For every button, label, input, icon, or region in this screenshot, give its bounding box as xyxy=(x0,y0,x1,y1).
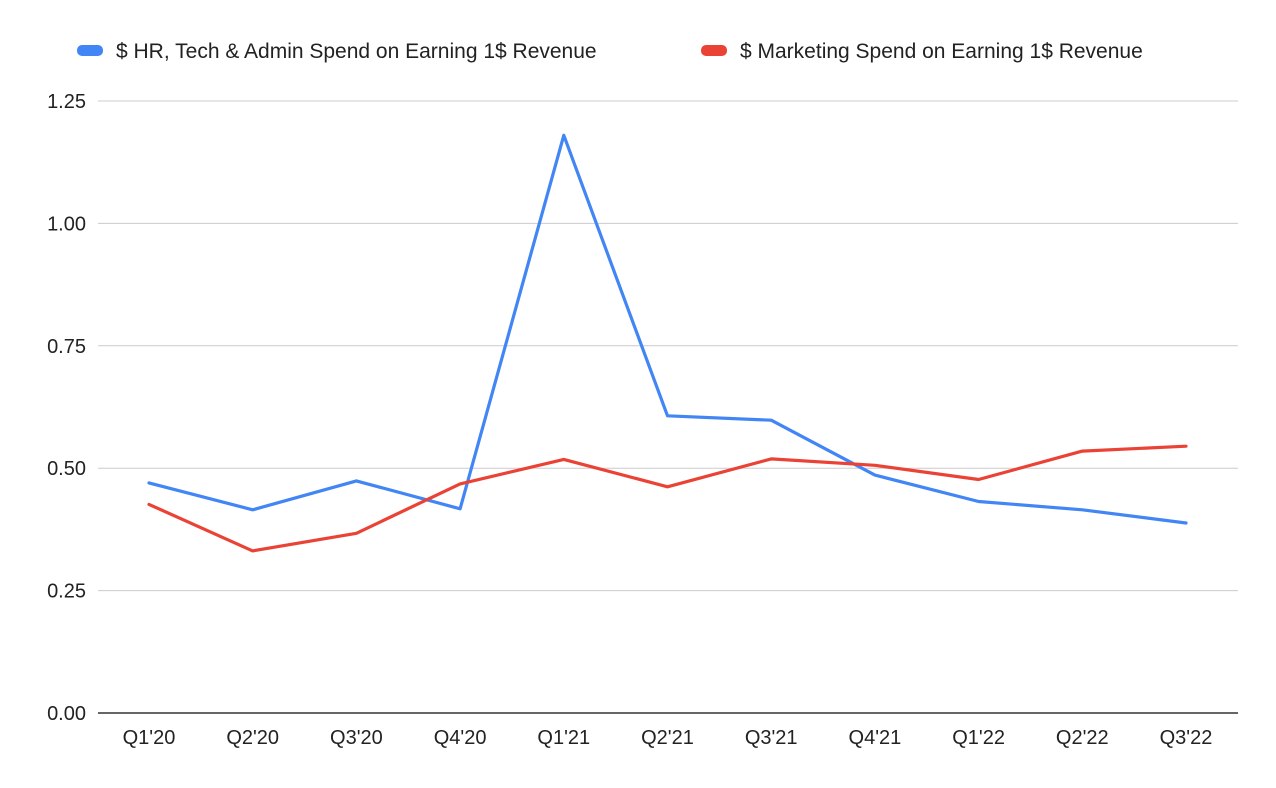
y-axis-ticks: 0.00 0.25 0.50 0.75 1.00 1.25 xyxy=(47,91,86,725)
x-axis-ticks: Q1'20 Q2'20 Q3'20 Q4'20 Q1'21 Q2'21 Q3'21 Q4'21… xyxy=(123,727,1213,749)
y-tick-label: 0.50 xyxy=(47,458,86,480)
x-tick-label: Q2'21 xyxy=(641,727,694,749)
x-tick-label: Q3'22 xyxy=(1160,727,1213,749)
series-lines xyxy=(147,133,1188,553)
series-line-2 xyxy=(147,444,1188,553)
legend-label: $ HR, Tech & Admin Spend on Earning 1$ R… xyxy=(116,40,597,63)
y-tick-label: 1.25 xyxy=(47,91,86,113)
y-tick-label: 1.00 xyxy=(47,213,86,235)
series-line-1 xyxy=(147,133,1188,525)
x-tick-label: Q2'22 xyxy=(1056,727,1109,749)
y-tick-label: 0.75 xyxy=(47,336,86,358)
x-tick-label: Q1'21 xyxy=(537,727,590,749)
x-tick-label: Q3'20 xyxy=(330,727,383,749)
x-tick-label: Q4'20 xyxy=(434,727,487,749)
legend-item-2: $ Marketing Spend on Earning 1$ Revenue xyxy=(701,40,1143,63)
x-tick-label: Q3'21 xyxy=(745,727,798,749)
x-tick-label: Q1'20 xyxy=(123,727,176,749)
legend-swatch xyxy=(77,45,103,56)
legend-label: $ Marketing Spend on Earning 1$ Revenue xyxy=(740,40,1143,63)
x-tick-label: Q4'21 xyxy=(849,727,902,749)
gridlines xyxy=(98,100,1238,714)
y-tick-label: 0.25 xyxy=(47,581,86,603)
legend-swatch xyxy=(701,45,727,56)
y-tick-label: 0.00 xyxy=(47,703,86,725)
x-tick-label: Q1'22 xyxy=(952,727,1005,749)
chart-legend: $ HR, Tech & Admin Spend on Earning 1$ R… xyxy=(77,40,1143,63)
x-tick-label: Q2'20 xyxy=(226,727,279,749)
legend-item-1: $ HR, Tech & Admin Spend on Earning 1$ R… xyxy=(77,40,597,63)
